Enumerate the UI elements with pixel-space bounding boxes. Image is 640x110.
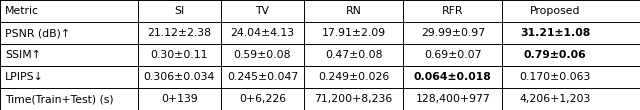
Text: 31.21±1.08: 31.21±1.08 [520,28,590,38]
Text: TV: TV [255,6,269,16]
Text: 0.47±0.08: 0.47±0.08 [325,50,382,60]
Text: 0.59±0.08: 0.59±0.08 [234,50,291,60]
Text: 0+139: 0+139 [161,94,198,104]
Text: RFR: RFR [442,6,463,16]
Text: PSNR (dB)↑: PSNR (dB)↑ [5,28,70,38]
Text: 0.170±0.063: 0.170±0.063 [520,72,591,82]
Text: 4,206+1,203: 4,206+1,203 [520,94,591,104]
Text: SI: SI [174,6,184,16]
Text: 128,400+977: 128,400+977 [415,94,490,104]
Text: Proposed: Proposed [530,6,580,16]
Text: RN: RN [346,6,362,16]
Text: Time(Train+Test) (s): Time(Train+Test) (s) [5,94,114,104]
Text: 17.91±2.09: 17.91±2.09 [321,28,386,38]
Text: LPIPS↓: LPIPS↓ [5,72,44,82]
Text: 0.306±0.034: 0.306±0.034 [143,72,215,82]
Text: 71,200+8,236: 71,200+8,236 [314,94,393,104]
Text: 0.064±0.018: 0.064±0.018 [414,72,492,82]
Text: 0.249±0.026: 0.249±0.026 [318,72,389,82]
Text: 24.04±4.13: 24.04±4.13 [230,28,294,38]
Text: 0+6,226: 0+6,226 [239,94,286,104]
Text: 0.69±0.07: 0.69±0.07 [424,50,481,60]
Text: 0.30±0.11: 0.30±0.11 [150,50,208,60]
Text: 29.99±0.97: 29.99±0.97 [420,28,485,38]
Text: SSIM↑: SSIM↑ [5,50,41,60]
Text: Metric: Metric [5,6,39,16]
Text: 0.245±0.047: 0.245±0.047 [227,72,298,82]
Text: 21.12±2.38: 21.12±2.38 [147,28,211,38]
Text: 0.79±0.06: 0.79±0.06 [524,50,587,60]
